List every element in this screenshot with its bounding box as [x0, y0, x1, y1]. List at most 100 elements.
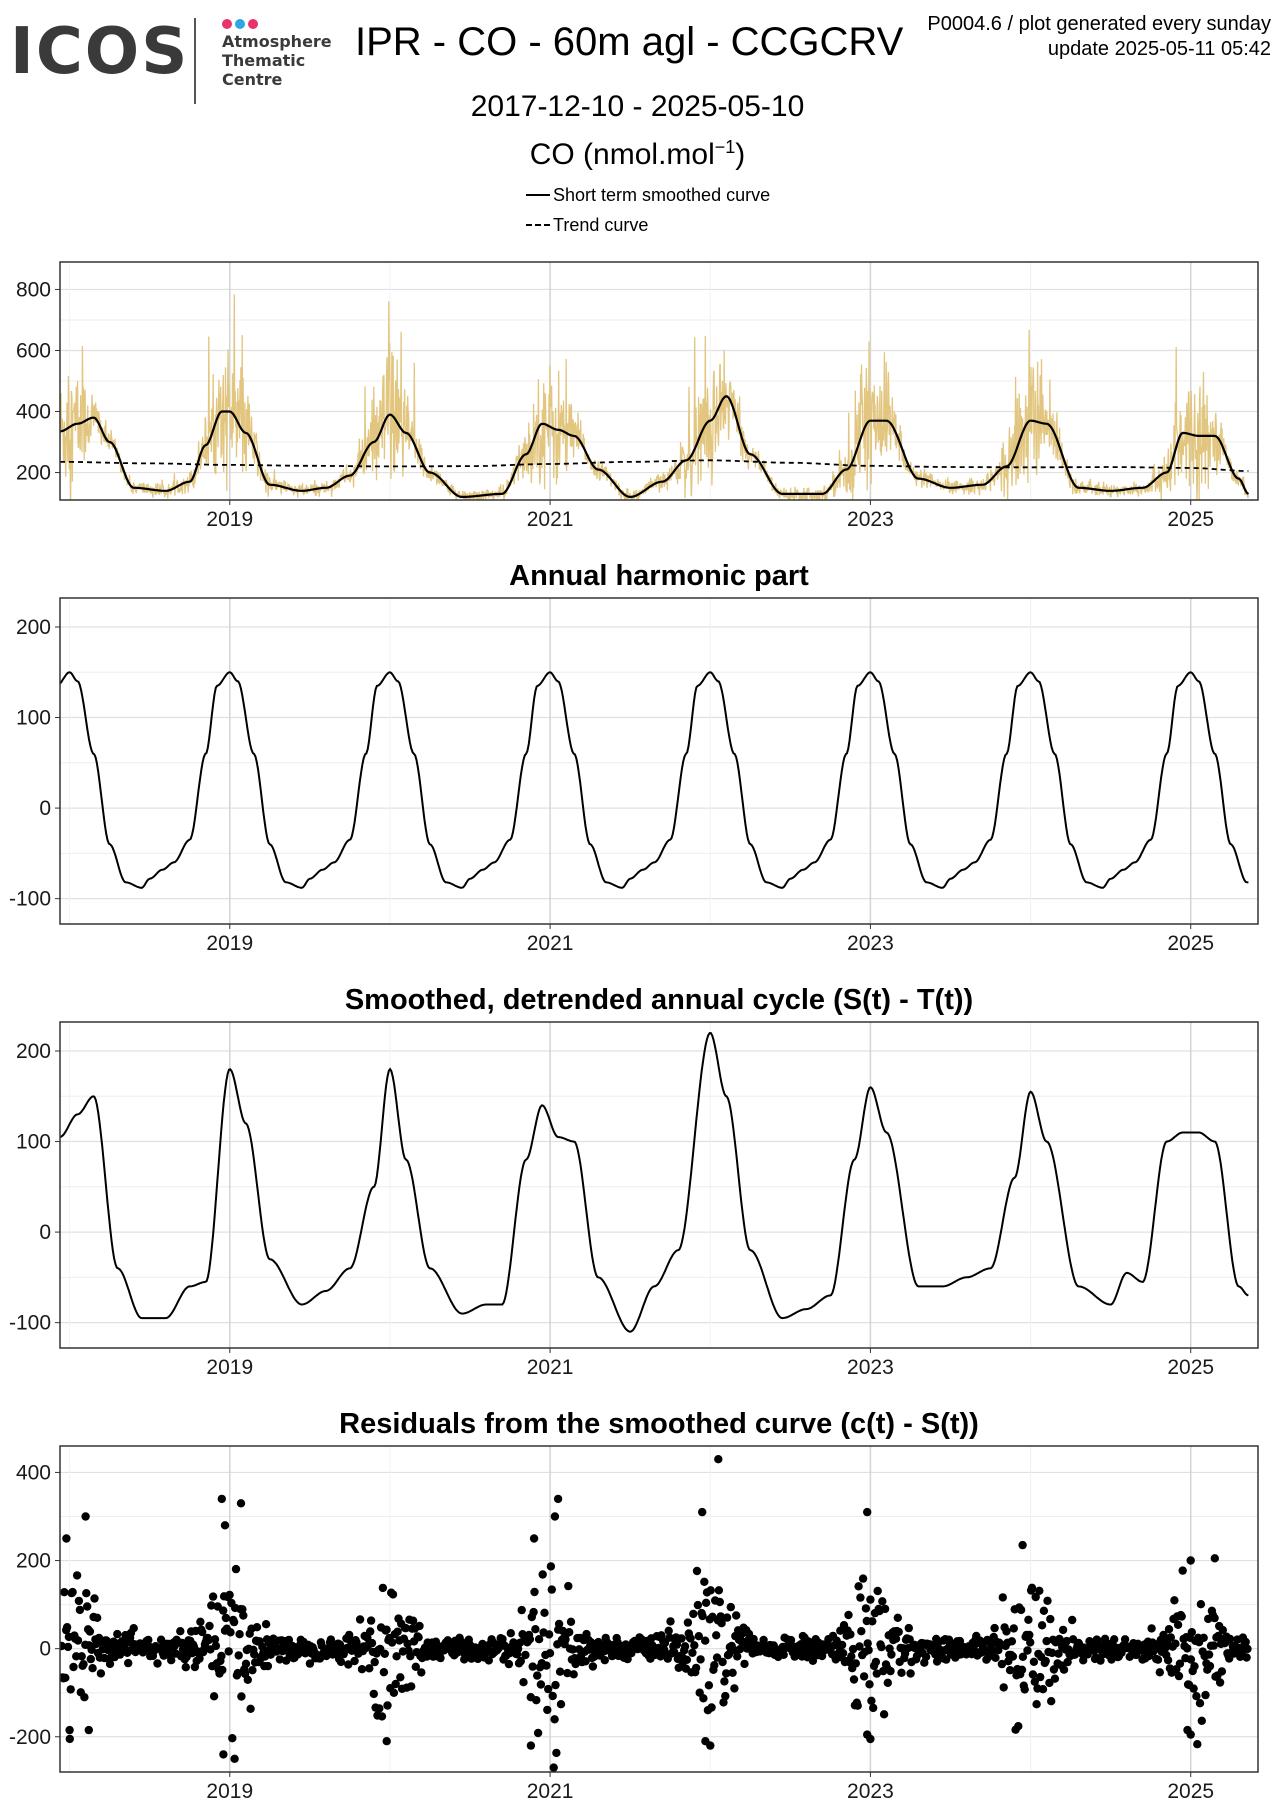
residual-point	[62, 1534, 71, 1543]
y-tick-label: 0	[39, 1638, 51, 1661]
residual-point	[225, 1590, 234, 1600]
legend-label-trend: Trend curve	[553, 214, 649, 235]
residual-point	[208, 1592, 218, 1601]
residual-point	[1192, 1692, 1201, 1701]
residual-point	[566, 1617, 576, 1627]
x-tick-label: 2019	[206, 1356, 253, 1379]
plot-area	[60, 671, 1249, 889]
residual-point	[1032, 1700, 1041, 1709]
residual-point	[698, 1507, 707, 1517]
residual-point	[1205, 1661, 1215, 1671]
residual-point	[1171, 1639, 1180, 1648]
residual-point	[1242, 1653, 1251, 1662]
residual-point	[90, 1594, 99, 1603]
residual-point	[856, 1593, 865, 1602]
residual-point	[88, 1664, 97, 1673]
residual-point	[1036, 1672, 1045, 1682]
residual-point	[857, 1627, 866, 1636]
residual-point	[1041, 1656, 1050, 1666]
residual-point	[74, 1596, 84, 1606]
residual-point	[1009, 1624, 1018, 1633]
residual-point	[1017, 1665, 1027, 1675]
residual-point	[417, 1668, 426, 1677]
residual-point	[248, 1666, 257, 1675]
residual-point	[403, 1639, 412, 1648]
residual-point	[730, 1684, 739, 1693]
residual-point	[699, 1694, 708, 1703]
residual-point	[877, 1642, 886, 1652]
residual-point	[388, 1590, 398, 1599]
residual-point	[284, 1635, 294, 1645]
y-tick-label: 200	[16, 462, 51, 485]
residual-point	[1173, 1620, 1183, 1630]
residual-point	[378, 1583, 388, 1593]
residual-point	[415, 1621, 424, 1631]
residual-point	[1195, 1699, 1205, 1708]
residual-point	[236, 1499, 246, 1508]
chart-panel-3: -100 0 100 200 2019 2021 2023 2025 Smoothed, det…	[9, 984, 1259, 1379]
residual-point	[693, 1600, 703, 1610]
residual-point	[1190, 1662, 1199, 1671]
residual-point	[532, 1696, 541, 1705]
residual-point	[504, 1659, 514, 1669]
residual-point	[355, 1615, 365, 1624]
residual-point	[1243, 1644, 1252, 1654]
residual-point	[990, 1623, 999, 1633]
residual-point	[66, 1685, 75, 1694]
residual-point	[63, 1642, 73, 1652]
residual-point	[1002, 1627, 1011, 1636]
residual-point	[544, 1630, 554, 1639]
residual-point	[1204, 1650, 1214, 1659]
residual-point	[722, 1669, 731, 1678]
residual-point	[85, 1627, 95, 1636]
residual-point	[1046, 1614, 1055, 1624]
y-tick-label: 800	[16, 278, 51, 301]
residual-point	[991, 1653, 1000, 1663]
residual-point	[275, 1655, 284, 1664]
residual-point	[1199, 1633, 1208, 1643]
residual-point	[305, 1659, 315, 1668]
residual-point	[100, 1653, 109, 1663]
residual-point	[411, 1662, 420, 1672]
residual-point	[357, 1665, 367, 1674]
residual-point	[873, 1586, 882, 1596]
residual-point	[93, 1613, 102, 1623]
residual-point	[1153, 1655, 1163, 1664]
residual-point	[1096, 1656, 1105, 1665]
panel-title: Annual harmonic part	[509, 560, 809, 592]
residual-point	[1225, 1634, 1235, 1644]
residual-point	[859, 1672, 869, 1681]
residual-point	[252, 1623, 262, 1632]
plot-area	[60, 1455, 1252, 1772]
residual-point	[837, 1640, 847, 1650]
residual-point	[210, 1635, 220, 1644]
residual-point	[858, 1574, 868, 1583]
residual-point	[377, 1712, 387, 1721]
residual-point	[694, 1632, 703, 1641]
residual-point	[906, 1669, 915, 1678]
residual-point	[1030, 1677, 1040, 1687]
residual-point	[1163, 1656, 1173, 1665]
logo-subtitle: Atmosphere Thematic Centre	[222, 32, 332, 89]
residual-point	[717, 1619, 726, 1628]
residual-point	[1026, 1638, 1035, 1647]
residual-point	[998, 1593, 1007, 1602]
residual-point	[224, 1647, 233, 1656]
residual-point	[1107, 1655, 1116, 1664]
residual-point	[407, 1682, 416, 1691]
residual-point	[600, 1656, 609, 1665]
residual-point	[129, 1624, 138, 1633]
residual-point	[237, 1692, 246, 1701]
residual-point	[209, 1692, 219, 1701]
residual-point	[1210, 1554, 1220, 1563]
residual-point	[392, 1652, 401, 1661]
residual-point	[729, 1645, 738, 1655]
residual-point	[683, 1618, 693, 1627]
residual-point	[664, 1626, 673, 1636]
residual-point	[367, 1638, 377, 1648]
residual-point	[124, 1658, 133, 1668]
residual-point	[759, 1635, 768, 1645]
residual-point	[408, 1616, 418, 1625]
residual-point	[848, 1644, 858, 1654]
residual-point	[735, 1645, 745, 1654]
